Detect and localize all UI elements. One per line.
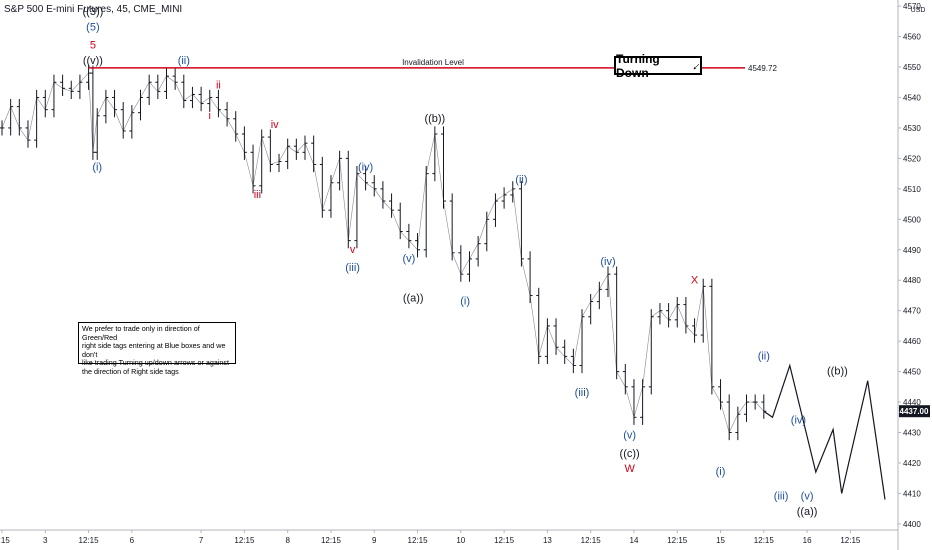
wave-label: (ii) [178, 55, 190, 67]
y-tick-label: 4440 [903, 398, 921, 407]
y-tick-label: 4570 [903, 2, 921, 11]
note-line: like trading Turning up/down arrows or a… [82, 358, 230, 368]
y-tick-label: 4560 [903, 33, 921, 42]
wave-label: ii [216, 79, 221, 91]
wave-label: ((b)) [827, 366, 848, 378]
x-tick-label: 10 [456, 536, 465, 545]
price-unit-label: USD [911, 7, 926, 14]
wave-label: ((b)) [424, 113, 445, 125]
note-line: the direction of Right side tags [82, 366, 179, 376]
wave-label: 5 [90, 40, 96, 52]
wave-label: (ii) [515, 174, 527, 186]
wave-label: iii [254, 189, 261, 201]
y-tick-label: 4430 [903, 429, 921, 438]
last-price-tag [899, 405, 930, 418]
invalidation-level-label: Invalidation Level [402, 58, 464, 67]
wave-label: iv [271, 119, 279, 131]
wave-label: (iv) [600, 256, 615, 268]
y-tick-label: 4550 [903, 63, 921, 72]
y-tick-label: 4480 [903, 276, 921, 285]
turning-down-label: Turning Down [616, 51, 660, 80]
note-line: right side tags entering at Blue boxes a… [82, 341, 226, 359]
y-tick-label: 4490 [903, 246, 921, 255]
x-tick-label: 12:15 [754, 536, 775, 545]
y-tick-label: 4470 [903, 307, 921, 316]
y-tick-label: 4520 [903, 154, 921, 163]
wave-label: ((3)) [83, 6, 104, 18]
y-tick-label: 4420 [903, 459, 921, 468]
wave-label: ((v)) [83, 55, 103, 67]
turning-down-box: Turning Down ↓ [614, 52, 705, 80]
invalidation-level-value: 4549.72 [748, 64, 777, 73]
wave-label: v [350, 244, 356, 256]
y-tick-label: 4410 [903, 489, 921, 498]
y-tick-label: 4400 [903, 520, 921, 529]
wave-label: (5) [86, 21, 99, 33]
trading-note: We prefer to trade only in direction of … [78, 322, 236, 376]
x-tick-label: 12:15 [581, 536, 602, 545]
y-tick-label: 4460 [903, 337, 921, 346]
y-tick-label: 4530 [903, 124, 921, 133]
wave-label: (v) [623, 430, 636, 442]
wave-label: (iii) [774, 491, 789, 503]
wave-label: W [624, 463, 635, 475]
x-tick-label: 12:15 [667, 536, 688, 545]
wave-label: i [209, 110, 211, 122]
x-tick-label: 3 [43, 536, 48, 545]
wave-label: (i) [460, 296, 470, 308]
note-line: We prefer to trade only in direction of … [82, 324, 200, 342]
x-tick-label: 16 [803, 536, 812, 545]
x-tick-label: 6 [130, 536, 135, 545]
wave-label: (iv) [358, 162, 373, 174]
wave-label: (v) [801, 491, 814, 503]
wave-label: ((a)) [403, 293, 424, 305]
wave-label: (v) [402, 253, 415, 265]
arrow-down-right-icon: ↓ [689, 58, 705, 73]
x-tick-label: 12:15 [79, 536, 100, 545]
price-line [1, 72, 765, 434]
wave-label: (i) [716, 466, 726, 478]
y-tick-label: 4540 [903, 93, 921, 102]
last-price-label: 4437.00 [900, 407, 929, 416]
wave-label: (i) [92, 162, 102, 174]
x-tick-label: 8 [285, 536, 290, 545]
x-tick-label: 12:15 [408, 536, 429, 545]
x-tick-label: 7 [199, 536, 204, 545]
x-tick-label: 12:15 [321, 536, 342, 545]
wave-label: ((a)) [797, 506, 818, 518]
x-tick-label: 12:15 [840, 536, 861, 545]
x-tick-label: 12:15 [234, 536, 255, 545]
wave-label: (ii) [758, 350, 770, 362]
wave-label: (iii) [575, 387, 590, 399]
y-tick-label: 4510 [903, 185, 921, 194]
wave-label: (iv) [791, 414, 806, 426]
chart-title: S&P 500 E-mini Futures, 45, CME_MINI [4, 4, 183, 15]
wave-label: X [691, 274, 699, 286]
x-tick-label: 2:15 [0, 536, 10, 545]
x-tick-label: 14 [630, 536, 639, 545]
x-tick-label: 13 [543, 536, 552, 545]
wave-label: ((c)) [620, 448, 640, 460]
x-tick-label: 9 [372, 536, 377, 545]
x-tick-label: 15 [716, 536, 725, 545]
price-series [0, 65, 767, 441]
y-tick-label: 4450 [903, 368, 921, 377]
x-tick-label: 12:15 [494, 536, 515, 545]
wave-label: (iii) [345, 262, 360, 274]
y-tick-label: 4500 [903, 215, 921, 224]
wave-projection-path [763, 363, 886, 500]
